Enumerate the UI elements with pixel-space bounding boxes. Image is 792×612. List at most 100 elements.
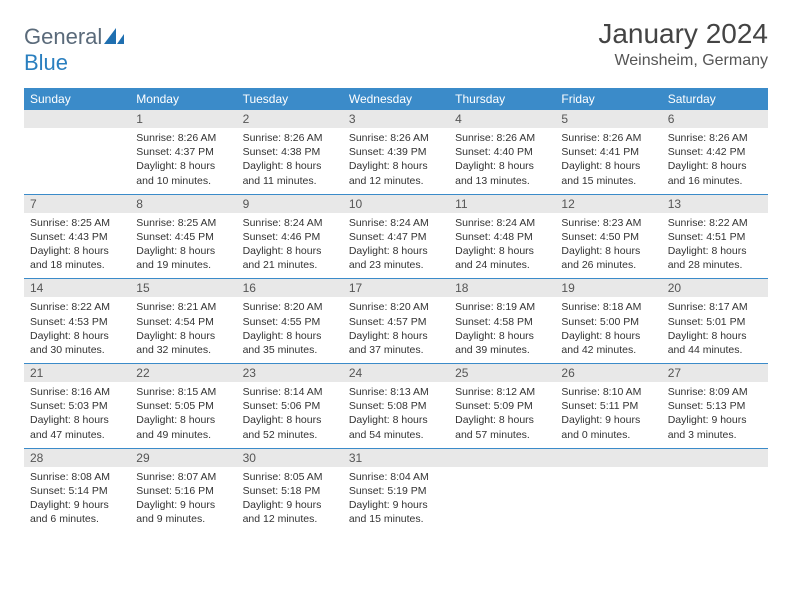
- day-content: Sunrise: 8:16 AMSunset: 5:03 PMDaylight:…: [24, 382, 130, 448]
- daylight-text: Daylight: 8 hours and 15 minutes.: [561, 159, 655, 187]
- daylight-text: Daylight: 9 hours and 3 minutes.: [668, 413, 762, 441]
- day-number: 18: [449, 279, 555, 297]
- calendar-cell: 21Sunrise: 8:16 AMSunset: 5:03 PMDayligh…: [24, 364, 130, 449]
- day-content: Sunrise: 8:26 AMSunset: 4:41 PMDaylight:…: [555, 128, 661, 194]
- calendar-week-row: 21Sunrise: 8:16 AMSunset: 5:03 PMDayligh…: [24, 364, 768, 449]
- day-number: 14: [24, 279, 130, 297]
- day-content: Sunrise: 8:09 AMSunset: 5:13 PMDaylight:…: [662, 382, 768, 448]
- calendar-cell: 5Sunrise: 8:26 AMSunset: 4:41 PMDaylight…: [555, 110, 661, 194]
- day-content: Sunrise: 8:13 AMSunset: 5:08 PMDaylight:…: [343, 382, 449, 448]
- sunrise-text: Sunrise: 8:04 AM: [349, 470, 443, 484]
- daylight-text: Daylight: 8 hours and 44 minutes.: [668, 329, 762, 357]
- day-number: 1: [130, 110, 236, 128]
- calendar-cell: 31Sunrise: 8:04 AMSunset: 5:19 PMDayligh…: [343, 448, 449, 532]
- sunrise-text: Sunrise: 8:25 AM: [30, 216, 124, 230]
- day-number: 12: [555, 195, 661, 213]
- day-number: 29: [130, 449, 236, 467]
- daylight-text: Daylight: 8 hours and 37 minutes.: [349, 329, 443, 357]
- day-content: Sunrise: 8:24 AMSunset: 4:46 PMDaylight:…: [237, 213, 343, 279]
- brand-text: General Blue: [24, 24, 124, 76]
- daylight-text: Daylight: 9 hours and 9 minutes.: [136, 498, 230, 526]
- day-header: Sunday: [24, 88, 130, 110]
- daylight-text: Daylight: 8 hours and 47 minutes.: [30, 413, 124, 441]
- day-number: [662, 449, 768, 467]
- sunrise-text: Sunrise: 8:05 AM: [243, 470, 337, 484]
- sunrise-text: Sunrise: 8:19 AM: [455, 300, 549, 314]
- calendar-table: SundayMondayTuesdayWednesdayThursdayFrid…: [24, 88, 768, 532]
- sunrise-text: Sunrise: 8:09 AM: [668, 385, 762, 399]
- sunset-text: Sunset: 4:53 PM: [30, 315, 124, 329]
- sunset-text: Sunset: 4:57 PM: [349, 315, 443, 329]
- sunrise-text: Sunrise: 8:18 AM: [561, 300, 655, 314]
- day-number: 25: [449, 364, 555, 382]
- calendar-cell: [662, 448, 768, 532]
- daylight-text: Daylight: 9 hours and 6 minutes.: [30, 498, 124, 526]
- day-number: 20: [662, 279, 768, 297]
- sunrise-text: Sunrise: 8:13 AM: [349, 385, 443, 399]
- sunrise-text: Sunrise: 8:22 AM: [30, 300, 124, 314]
- day-header: Tuesday: [237, 88, 343, 110]
- sunrise-text: Sunrise: 8:17 AM: [668, 300, 762, 314]
- day-content: [24, 128, 130, 184]
- daylight-text: Daylight: 8 hours and 18 minutes.: [30, 244, 124, 272]
- calendar-cell: [449, 448, 555, 532]
- calendar-cell: 11Sunrise: 8:24 AMSunset: 4:48 PMDayligh…: [449, 194, 555, 279]
- day-number: 16: [237, 279, 343, 297]
- daylight-text: Daylight: 8 hours and 35 minutes.: [243, 329, 337, 357]
- sunset-text: Sunset: 4:55 PM: [243, 315, 337, 329]
- daylight-text: Daylight: 8 hours and 11 minutes.: [243, 159, 337, 187]
- calendar-cell: 16 Sunrise: 8:20 AMSunset: 4:55 PMDayligh…: [237, 279, 343, 364]
- daylight-text: Daylight: 8 hours and 13 minutes.: [455, 159, 549, 187]
- day-number: 2: [237, 110, 343, 128]
- sunset-text: Sunset: 5:13 PM: [668, 399, 762, 413]
- brand-part1: General: [24, 24, 102, 49]
- sunrise-text: Sunrise: 8:26 AM: [243, 131, 337, 145]
- day-number: 17: [343, 279, 449, 297]
- calendar-cell: 24Sunrise: 8:13 AMSunset: 5:08 PMDayligh…: [343, 364, 449, 449]
- calendar-cell: 20Sunrise: 8:17 AMSunset: 5:01 PMDayligh…: [662, 279, 768, 364]
- day-content: Sunrise: 8:12 AMSunset: 5:09 PMDaylight:…: [449, 382, 555, 448]
- calendar-head: SundayMondayTuesdayWednesdayThursdayFrid…: [24, 88, 768, 110]
- day-number: 10: [343, 195, 449, 213]
- daylight-text: Daylight: 8 hours and 42 minutes.: [561, 329, 655, 357]
- calendar-cell: 13Sunrise: 8:22 AMSunset: 4:51 PMDayligh…: [662, 194, 768, 279]
- sunset-text: Sunset: 5:14 PM: [30, 484, 124, 498]
- sunrise-text: Sunrise: 8:07 AM: [136, 470, 230, 484]
- sail-icon: [104, 24, 124, 50]
- day-header: Saturday: [662, 88, 768, 110]
- day-content: Sunrise: 8:19 AMSunset: 4:58 PMDaylight:…: [449, 297, 555, 363]
- daylight-text: Daylight: 8 hours and 24 minutes.: [455, 244, 549, 272]
- day-content: Sunrise: 8:25 AMSunset: 4:43 PMDaylight:…: [24, 213, 130, 279]
- daylight-text: Daylight: 8 hours and 30 minutes.: [30, 329, 124, 357]
- sunrise-text: Sunrise: 8:26 AM: [561, 131, 655, 145]
- day-content: Sunrise: 8:26 AMSunset: 4:40 PMDaylight:…: [449, 128, 555, 194]
- daylight-text: Daylight: 8 hours and 10 minutes.: [136, 159, 230, 187]
- calendar-cell: 14 Sunrise: 8:22 AMSunset: 4:53 PMDayligh…: [24, 279, 130, 364]
- day-number: 8: [130, 195, 236, 213]
- daylight-text: Daylight: 8 hours and 39 minutes.: [455, 329, 549, 357]
- calendar-cell: [24, 110, 130, 194]
- sunset-text: Sunset: 5:05 PM: [136, 399, 230, 413]
- sunset-text: Sunset: 5:19 PM: [349, 484, 443, 498]
- day-content: Sunrise: 8:26 AMSunset: 4:42 PMDaylight:…: [662, 128, 768, 194]
- calendar-cell: 2Sunrise: 8:26 AMSunset: 4:38 PMDaylight…: [237, 110, 343, 194]
- sunrise-text: Sunrise: 8:26 AM: [349, 131, 443, 145]
- sunrise-text: Sunrise: 8:20 AM: [243, 300, 337, 314]
- calendar-cell: 6Sunrise: 8:26 AMSunset: 4:42 PMDaylight…: [662, 110, 768, 194]
- sunset-text: Sunset: 4:50 PM: [561, 230, 655, 244]
- calendar-cell: 7Sunrise: 8:25 AMSunset: 4:43 PMDaylight…: [24, 194, 130, 279]
- day-number: 5: [555, 110, 661, 128]
- day-content: Sunrise: 8:26 AMSunset: 4:39 PMDaylight:…: [343, 128, 449, 194]
- sunrise-text: Sunrise: 8:20 AM: [349, 300, 443, 314]
- sunrise-text: Sunrise: 8:24 AM: [243, 216, 337, 230]
- daylight-text: Daylight: 8 hours and 54 minutes.: [349, 413, 443, 441]
- calendar-week-row: 1Sunrise: 8:26 AMSunset: 4:37 PMDaylight…: [24, 110, 768, 194]
- sunset-text: Sunset: 5:06 PM: [243, 399, 337, 413]
- sunset-text: Sunset: 4:42 PM: [668, 145, 762, 159]
- sunset-text: Sunset: 5:00 PM: [561, 315, 655, 329]
- daylight-text: Daylight: 9 hours and 0 minutes.: [561, 413, 655, 441]
- calendar-cell: 8Sunrise: 8:25 AMSunset: 4:45 PMDaylight…: [130, 194, 236, 279]
- day-header: Thursday: [449, 88, 555, 110]
- calendar-cell: 19Sunrise: 8:18 AMSunset: 5:00 PMDayligh…: [555, 279, 661, 364]
- sunrise-text: Sunrise: 8:10 AM: [561, 385, 655, 399]
